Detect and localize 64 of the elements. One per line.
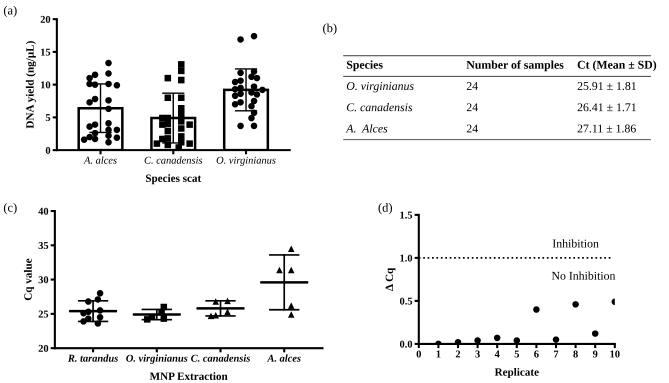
x-tick-label: 7 (554, 350, 558, 358)
text: 27.11 ± 1.86 (578, 124, 636, 133)
y-tick-label: 1.0 (400, 254, 412, 262)
text: 24 (466, 124, 478, 132)
x-tick-label: 10 (610, 350, 620, 358)
x-tick-label: A. alces (266, 354, 301, 362)
point (552, 336, 560, 343)
x-tick-label: R. tarandus (68, 354, 118, 362)
y-tick-label: 0.5 (400, 298, 412, 305)
y-tick-label: 15 (41, 48, 50, 56)
point (454, 338, 462, 344)
text: 24 (466, 82, 478, 90)
text: O. virginianus (346, 82, 414, 92)
y-tick-label: 40 (38, 208, 48, 215)
x-tick-label: 2 (456, 350, 460, 358)
x-tick-label: O. virginianus (126, 354, 188, 364)
text: Number of samples (466, 60, 564, 72)
y-tick-label: 35 (38, 242, 48, 250)
annotation: No Inhibition (552, 271, 616, 280)
chart-title: (d) (378, 202, 392, 214)
text: 24 (466, 103, 478, 112)
point (494, 334, 500, 342)
y-tick-label: 5 (46, 114, 50, 122)
text: Species (346, 60, 383, 72)
y-tick-label: 0 (46, 146, 50, 154)
x-tick-label: O. virginianus (216, 156, 276, 166)
text: C. canadensis (346, 102, 412, 112)
text: (b) (323, 24, 337, 35)
y-tick-label: 0.0 (400, 340, 412, 348)
y-axis-title: Δ Cq (386, 268, 396, 291)
y-tick-label: 30 (38, 276, 48, 284)
x-tick-label: C. canadensis (191, 354, 250, 362)
point (474, 337, 481, 344)
y-tick-label: 20 (40, 16, 50, 23)
y-tick-label: 20 (38, 344, 48, 352)
point (592, 330, 598, 337)
chart-title: (c) (4, 202, 17, 214)
x-tick-label: 1 (436, 350, 440, 358)
y-axis-title: DNA yield (ng/µL) (26, 41, 36, 128)
x-tick-label: 9 (592, 350, 598, 358)
x-axis-title: MNP Extraction (150, 372, 228, 380)
x-axis-title: Replicate (494, 368, 539, 378)
y-tick-label: 10 (41, 81, 50, 88)
x-tick-label: 6 (534, 350, 539, 358)
x-tick-label: 0 (416, 350, 421, 358)
y-tick-label: 1.5 (400, 212, 412, 219)
x-axis-title: Species scat (146, 174, 202, 184)
chart-title: (a) (4, 6, 17, 18)
x-tick-label: 3 (475, 350, 480, 358)
x-tick-label: 4 (494, 350, 500, 358)
annotation: Inhibition (552, 239, 599, 248)
x-tick-label: 5 (514, 350, 520, 358)
point (533, 306, 540, 313)
point (572, 301, 579, 308)
text: 25.91 ± 1.81 (578, 82, 636, 90)
text: 26.41 ± 1.71 (578, 103, 636, 112)
x-tick-label: A. alces (83, 156, 117, 164)
x-tick-label: 8 (573, 350, 578, 358)
text: A. Alces (346, 124, 388, 133)
y-tick-label: 25 (38, 310, 48, 318)
x-tick-label: C. canadensis (144, 156, 202, 164)
point (514, 337, 520, 344)
text: Ct (Mean ± SD) (578, 60, 656, 72)
y-axis-title: Cq value (24, 258, 34, 300)
